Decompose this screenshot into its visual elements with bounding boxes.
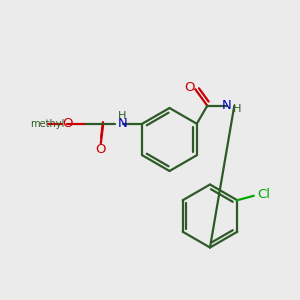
Text: N: N xyxy=(222,99,232,112)
Text: methyl: methyl xyxy=(31,119,65,129)
Text: H: H xyxy=(118,111,127,121)
Text: O: O xyxy=(184,81,195,94)
Text: O: O xyxy=(62,117,73,130)
Text: N: N xyxy=(118,117,128,130)
Text: Cl: Cl xyxy=(257,188,270,201)
Text: H: H xyxy=(233,104,242,114)
Text: O: O xyxy=(96,143,106,156)
